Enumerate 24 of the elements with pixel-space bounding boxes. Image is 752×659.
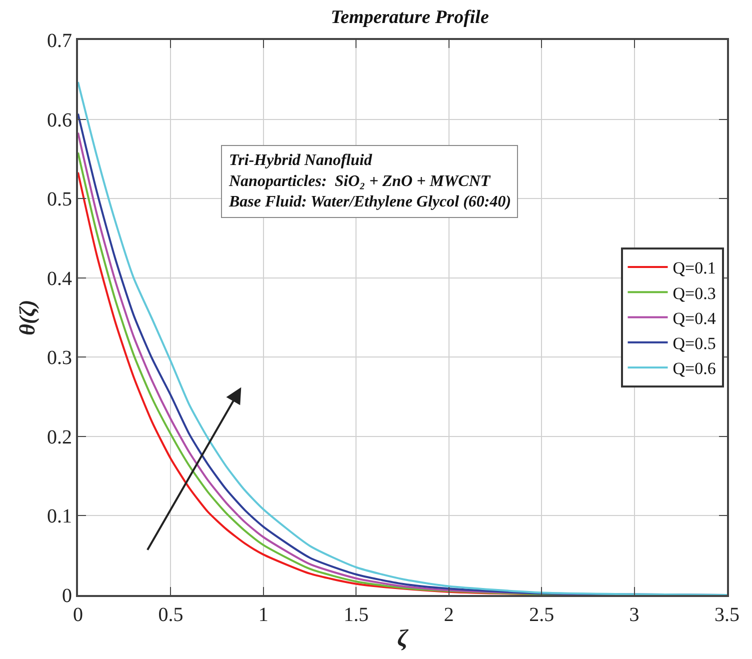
annotation: Tri-Hybrid Nanofluid Nanoparticles: SiO₂ + ZnO + MWCNT Base Fluid: Water/Ethylene Glycol (60:40) (228, 152, 512, 211)
y-tick-label: 0.3 (47, 347, 72, 370)
x-tick-label: 1.5 (344, 604, 369, 626)
x-tick-label: 1 (258, 604, 268, 626)
chart-title: Temperature Profile (330, 7, 490, 28)
legend-label: Q=0.3 (672, 284, 716, 303)
y-tick-label: 0.5 (47, 188, 72, 211)
legend-label: Q=0.4 (672, 308, 716, 328)
y-tick-label: 0.2 (47, 426, 72, 448)
x-tick-label: 2.5 (529, 604, 554, 626)
legend-label: Q=0.1 (672, 258, 716, 278)
legend-label: Q=0.5 (672, 334, 716, 353)
x-tick-label: 3 (629, 604, 640, 626)
y-tick-label: 0.7 (47, 30, 72, 52)
y-tick-label: 0 (62, 585, 72, 607)
legend-label: Q=0.6 (672, 359, 716, 378)
y-tick-label: 0.6 (47, 109, 72, 132)
x-axis-title: ζ (397, 626, 410, 652)
x-tick-label: 0.5 (158, 604, 184, 626)
y-tick-label: 0.1 (47, 506, 72, 528)
x-tick-label: 2 (444, 604, 454, 626)
y-tick-label: 0.4 (47, 268, 72, 290)
y-axis-title: θ(ζ) (14, 300, 40, 336)
x-tick-label: 3.5 (714, 604, 740, 626)
